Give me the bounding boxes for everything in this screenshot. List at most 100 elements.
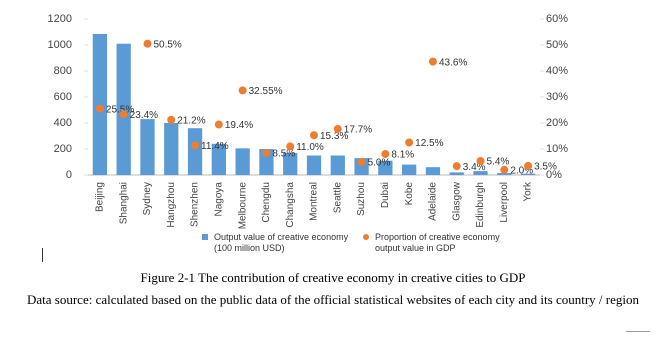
legend-swatch — [363, 234, 369, 240]
x-tick-label: Dubai — [380, 182, 391, 208]
x-tick-label: Shenzhen — [190, 182, 201, 227]
y-tick-label: 200 — [54, 143, 72, 155]
y-tick-label: 1000 — [48, 39, 72, 51]
data-label: 12.5% — [415, 138, 443, 149]
y-tick-label: 0 — [66, 169, 72, 181]
bar — [449, 172, 464, 175]
dot — [119, 110, 128, 119]
bar — [235, 148, 250, 175]
bar — [92, 33, 108, 176]
y-tick-label: 400 — [54, 117, 72, 129]
x-tick-label: Chengdu — [261, 182, 272, 223]
y2-tick-label: 0% — [546, 169, 562, 181]
x-tick-label: Suzhou — [356, 182, 367, 216]
legend-label: Output value of creative economy (100 mi… — [214, 232, 349, 253]
dot — [191, 141, 200, 150]
corner-mark — [626, 331, 650, 332]
data-label: 19.4% — [225, 120, 253, 131]
caption: Figure 2-1 The contribution of creative … — [140, 270, 526, 285]
x-tick-label: Shanghai — [118, 182, 129, 224]
legend-item: Proportion of creative economy output va… — [363, 232, 525, 254]
bar — [283, 152, 298, 175]
source-note: Data source: calculated based on the pub… — [27, 292, 639, 307]
bar — [306, 155, 322, 175]
bar — [473, 171, 488, 175]
dot — [452, 162, 461, 171]
data-label: 50.5% — [153, 39, 181, 50]
dot — [214, 120, 223, 129]
x-tick-label: Nagoya — [213, 182, 224, 217]
bar — [211, 143, 226, 175]
y2-tick-label: 40% — [546, 65, 568, 77]
x-tick-label: Beijing — [95, 182, 106, 212]
bar — [520, 173, 536, 175]
dot — [286, 142, 295, 151]
dot — [405, 138, 414, 147]
x-tick-label: Kobe — [404, 182, 415, 206]
y-tick-label: 800 — [54, 65, 72, 77]
legend-label: Proportion of creative economy output va… — [375, 232, 500, 253]
x-tick-label: Adelaide — [428, 182, 439, 221]
x-tick-label: Changsha — [285, 182, 296, 228]
y2-tick-label: 60% — [546, 13, 568, 25]
data-label: 15.3% — [320, 131, 348, 142]
x-tick-label: Glasgow — [451, 181, 462, 221]
dot — [167, 115, 176, 124]
data-label: 23.4% — [130, 110, 158, 121]
bar — [330, 155, 345, 175]
data-label: 5.4% — [487, 157, 510, 168]
dot — [524, 161, 533, 170]
y2-tick-label: 30% — [546, 91, 568, 103]
dot — [333, 124, 342, 133]
x-tick-label: York — [523, 181, 534, 202]
x-tick-label: Montreal — [309, 182, 320, 221]
data-label: 8.5% — [272, 149, 295, 160]
x-tick-label: Liverpool — [499, 182, 510, 223]
bar — [259, 149, 274, 175]
y2-tick-label: 20% — [546, 117, 568, 129]
dot — [357, 158, 366, 166]
data-label: 32.55% — [249, 86, 283, 97]
bar — [116, 43, 131, 176]
dot — [143, 39, 152, 48]
y2-tick-label: 10% — [546, 143, 568, 155]
y-tick-label: 1200 — [48, 13, 72, 25]
bar — [140, 119, 155, 175]
bar — [402, 164, 417, 175]
x-tick-label: Hangzhou — [166, 182, 177, 228]
chart: 0 200 400 600 800 1000 1200 0% 10% 20% 30% 40% 50% 60… — [48, 13, 569, 230]
dot — [262, 148, 271, 157]
data-label: 3.4% — [463, 162, 486, 173]
data-label: 11.4% — [201, 141, 229, 152]
dot — [381, 149, 390, 158]
legend-swatch — [202, 234, 208, 240]
dot — [95, 104, 104, 113]
bar — [378, 160, 393, 175]
bar — [497, 173, 512, 175]
dot — [500, 165, 509, 174]
data-label: 11.0% — [296, 142, 324, 153]
legend-item: Output value of creative economy (100 mi… — [202, 232, 364, 254]
bar — [164, 123, 179, 175]
data-label: 43.6% — [439, 57, 467, 68]
data-label: 2.0% — [510, 165, 533, 176]
bar — [187, 128, 203, 175]
data-label: 17.7% — [344, 125, 372, 136]
x-tick-label: Sydney — [142, 182, 153, 215]
x-tick-label: Seattle — [332, 182, 343, 214]
y-tick-label: 600 — [54, 91, 72, 103]
bar — [425, 167, 441, 175]
data-label: 21.2% — [177, 116, 205, 127]
data-label: 5.0% — [368, 158, 391, 169]
data-label: 8.1% — [391, 150, 414, 161]
data-label: 3.5% — [534, 162, 557, 173]
margin-mark — [42, 248, 43, 262]
y2-tick-label: 50% — [546, 39, 568, 51]
x-tick-label: Edinburgh — [475, 182, 486, 228]
dot — [310, 131, 318, 140]
dot — [476, 156, 485, 165]
x-tick-label: Melbourne — [237, 182, 248, 230]
dot — [428, 57, 437, 66]
dot — [238, 86, 247, 95]
